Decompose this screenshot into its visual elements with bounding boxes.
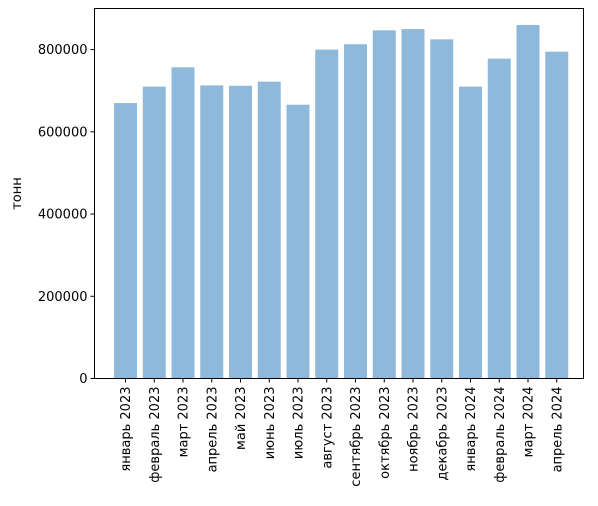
bar xyxy=(229,85,252,379)
x-tick-label: январь 2023 xyxy=(119,387,134,472)
x-tick-label: июнь 2023 xyxy=(263,387,278,460)
y-tick-label: 0 xyxy=(79,372,87,387)
bar xyxy=(545,51,569,379)
x-tick-label: ноябрь 2023 xyxy=(407,387,422,472)
bar xyxy=(142,86,166,379)
y-tick-label: 800000 xyxy=(38,43,88,58)
bar xyxy=(344,44,367,379)
bar xyxy=(430,39,454,379)
x-tick-label: декабрь 2023 xyxy=(435,387,450,481)
bar xyxy=(459,86,482,379)
x-tick-label: сентябрь 2023 xyxy=(349,387,364,487)
bar xyxy=(114,103,137,379)
y-tick-label: 400000 xyxy=(38,208,88,223)
x-tick-label: август 2023 xyxy=(320,387,335,469)
y-axis-label: тонн xyxy=(10,177,25,210)
bar xyxy=(257,81,281,379)
x-tick-label: апрель 2024 xyxy=(550,387,565,473)
bar xyxy=(487,58,511,379)
bar xyxy=(315,49,339,379)
bar xyxy=(171,67,195,379)
x-tick-label: март 2024 xyxy=(522,387,537,458)
x-tick-label: май 2023 xyxy=(234,387,249,450)
x-tick-label: февраль 2024 xyxy=(493,387,508,483)
y-tick-label: 600000 xyxy=(38,125,88,140)
plot-frame xyxy=(94,8,584,379)
y-axis-ticks: 0 200000 400000 600000 800000 xyxy=(38,43,95,387)
bar xyxy=(200,85,224,379)
y-tick-label: 200000 xyxy=(38,290,88,305)
bars-group xyxy=(114,24,569,379)
x-tick-label: октябрь 2023 xyxy=(378,387,393,479)
bar xyxy=(516,24,540,379)
x-tick-label: март 2023 xyxy=(177,387,192,458)
bar xyxy=(401,29,425,379)
x-tick-label: июль 2023 xyxy=(292,387,307,460)
x-tick-label: апрель 2023 xyxy=(205,387,220,473)
x-tick-label: январь 2024 xyxy=(464,387,479,472)
x-tick-label: февраль 2023 xyxy=(148,387,163,483)
bar xyxy=(372,30,396,379)
x-axis-ticks: январь 2023 февраль 2023 март 2023 апрель 2… xyxy=(119,378,565,487)
bar xyxy=(286,104,310,379)
